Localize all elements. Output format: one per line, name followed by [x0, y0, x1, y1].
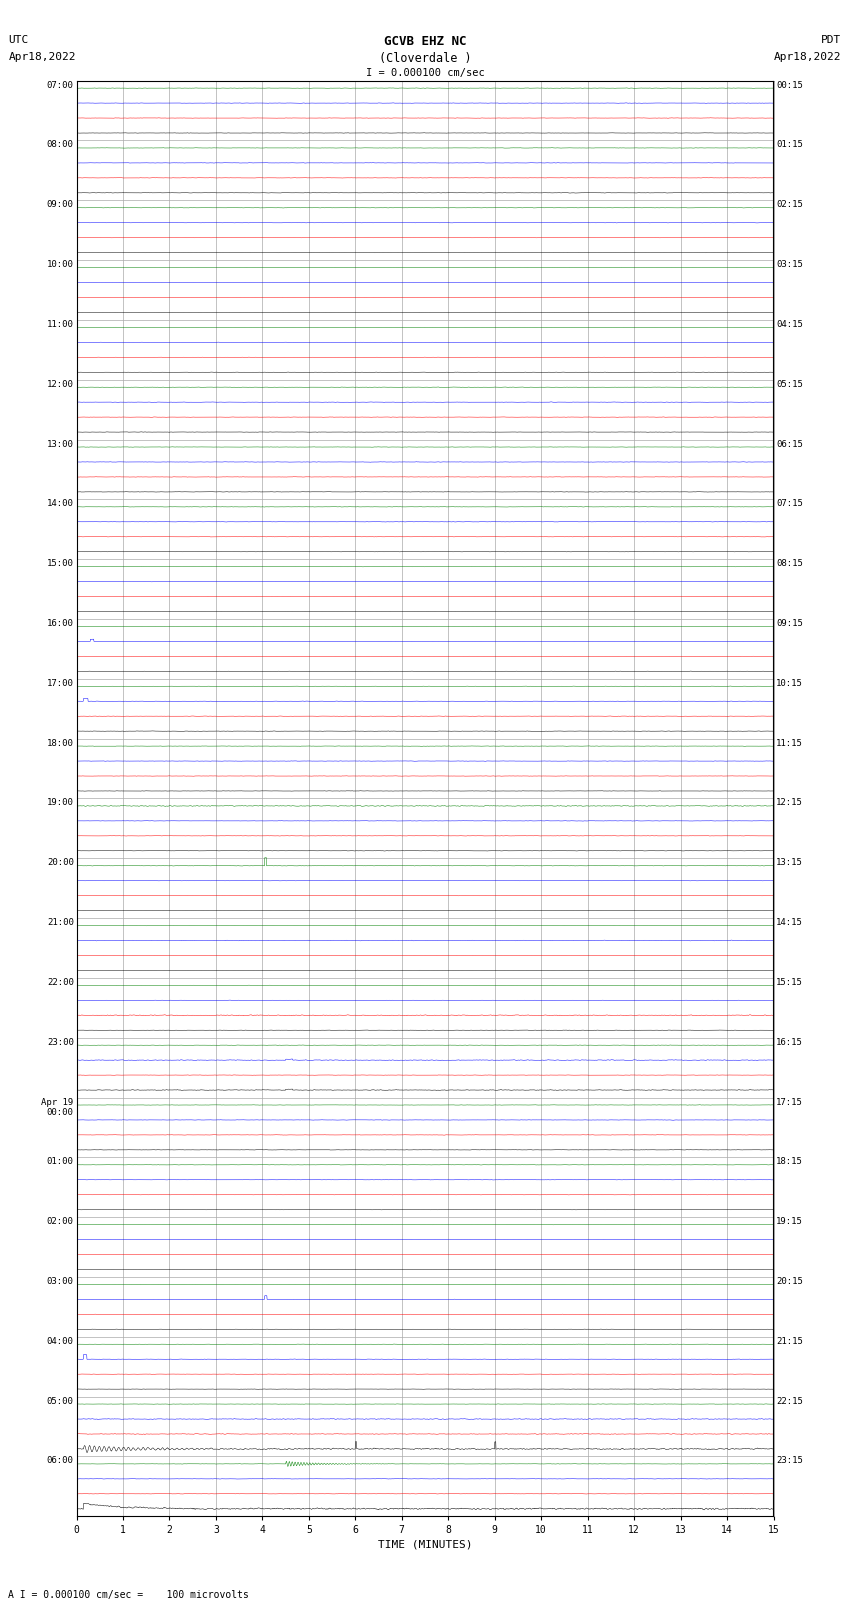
Text: PDT: PDT [821, 35, 842, 45]
Text: Apr18,2022: Apr18,2022 [8, 52, 76, 61]
Text: A I = 0.000100 cm/sec =    100 microvolts: A I = 0.000100 cm/sec = 100 microvolts [8, 1590, 249, 1600]
Text: GCVB EHZ NC: GCVB EHZ NC [383, 35, 467, 48]
X-axis label: TIME (MINUTES): TIME (MINUTES) [377, 1539, 473, 1550]
Text: I = 0.000100 cm/sec: I = 0.000100 cm/sec [366, 68, 484, 77]
Text: (Cloverdale ): (Cloverdale ) [379, 52, 471, 65]
Text: UTC: UTC [8, 35, 29, 45]
Text: Apr18,2022: Apr18,2022 [774, 52, 842, 61]
